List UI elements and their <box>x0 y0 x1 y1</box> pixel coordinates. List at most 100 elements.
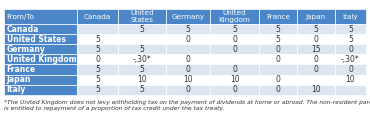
FancyBboxPatch shape <box>335 64 366 75</box>
FancyBboxPatch shape <box>297 54 335 64</box>
Text: 5: 5 <box>95 65 100 74</box>
Text: 10: 10 <box>230 75 239 84</box>
FancyBboxPatch shape <box>297 64 335 75</box>
FancyBboxPatch shape <box>4 54 77 64</box>
FancyBboxPatch shape <box>335 85 366 95</box>
Text: 0: 0 <box>232 85 237 94</box>
Text: Japan: Japan <box>7 75 31 84</box>
Text: 0: 0 <box>275 55 280 64</box>
FancyBboxPatch shape <box>297 34 335 44</box>
FancyBboxPatch shape <box>77 9 118 24</box>
FancyBboxPatch shape <box>335 24 366 34</box>
Text: 5: 5 <box>186 25 191 34</box>
FancyBboxPatch shape <box>118 54 166 64</box>
Text: 5: 5 <box>275 25 280 34</box>
FancyBboxPatch shape <box>4 34 77 44</box>
Text: 10: 10 <box>137 75 147 84</box>
Text: United
States: United States <box>130 10 154 23</box>
Text: 0: 0 <box>232 65 237 74</box>
Text: France: France <box>266 14 290 20</box>
Text: 5: 5 <box>95 35 100 44</box>
Text: 0: 0 <box>186 35 191 44</box>
Text: 5: 5 <box>139 65 144 74</box>
FancyBboxPatch shape <box>166 44 210 54</box>
Text: 0: 0 <box>186 65 191 74</box>
Text: 5: 5 <box>139 85 144 94</box>
Text: 0: 0 <box>348 65 353 74</box>
FancyBboxPatch shape <box>210 34 259 44</box>
Text: Italy: Italy <box>343 14 358 20</box>
FancyBboxPatch shape <box>210 24 259 34</box>
Text: -,30*: -,30* <box>132 55 151 64</box>
Text: 0: 0 <box>95 55 100 64</box>
Text: France: France <box>7 65 36 74</box>
FancyBboxPatch shape <box>210 85 259 95</box>
Text: United Kingdom: United Kingdom <box>7 55 76 64</box>
FancyBboxPatch shape <box>118 9 166 24</box>
FancyBboxPatch shape <box>166 75 210 85</box>
FancyBboxPatch shape <box>77 64 118 75</box>
FancyBboxPatch shape <box>118 64 166 75</box>
FancyBboxPatch shape <box>210 54 259 64</box>
Text: Japan: Japan <box>306 14 326 20</box>
Text: 5: 5 <box>348 25 353 34</box>
FancyBboxPatch shape <box>118 85 166 95</box>
Text: 0: 0 <box>275 85 280 94</box>
FancyBboxPatch shape <box>210 9 259 24</box>
FancyBboxPatch shape <box>118 44 166 54</box>
Text: United States: United States <box>7 35 65 44</box>
FancyBboxPatch shape <box>4 85 77 95</box>
FancyBboxPatch shape <box>166 34 210 44</box>
FancyBboxPatch shape <box>297 9 335 24</box>
FancyBboxPatch shape <box>259 44 297 54</box>
FancyBboxPatch shape <box>210 44 259 54</box>
Text: Canada: Canada <box>7 25 39 34</box>
FancyBboxPatch shape <box>4 64 77 75</box>
FancyBboxPatch shape <box>210 64 259 75</box>
FancyBboxPatch shape <box>4 75 77 85</box>
FancyBboxPatch shape <box>297 75 335 85</box>
Text: 5: 5 <box>95 85 100 94</box>
Text: 5: 5 <box>232 25 237 34</box>
FancyBboxPatch shape <box>77 75 118 85</box>
FancyBboxPatch shape <box>259 75 297 85</box>
FancyBboxPatch shape <box>77 24 118 34</box>
FancyBboxPatch shape <box>77 54 118 64</box>
FancyBboxPatch shape <box>166 54 210 64</box>
Text: 0: 0 <box>275 75 280 84</box>
Text: 0: 0 <box>348 45 353 54</box>
Text: 0: 0 <box>313 55 318 64</box>
Text: 5: 5 <box>139 25 144 34</box>
Text: 10: 10 <box>346 75 355 84</box>
FancyBboxPatch shape <box>118 75 166 85</box>
Text: 5: 5 <box>275 35 280 44</box>
Text: 0: 0 <box>313 35 318 44</box>
FancyBboxPatch shape <box>166 85 210 95</box>
FancyBboxPatch shape <box>118 24 166 34</box>
FancyBboxPatch shape <box>259 85 297 95</box>
FancyBboxPatch shape <box>259 54 297 64</box>
Text: Italy: Italy <box>7 85 26 94</box>
FancyBboxPatch shape <box>259 64 297 75</box>
Text: From/To: From/To <box>7 14 34 20</box>
Text: 0: 0 <box>186 85 191 94</box>
FancyBboxPatch shape <box>335 54 366 64</box>
FancyBboxPatch shape <box>166 9 210 24</box>
Text: Germany: Germany <box>172 14 205 20</box>
FancyBboxPatch shape <box>335 75 366 85</box>
Text: 10: 10 <box>311 85 320 94</box>
Text: 0: 0 <box>186 55 191 64</box>
FancyBboxPatch shape <box>335 34 366 44</box>
FancyBboxPatch shape <box>118 34 166 44</box>
Text: Germany: Germany <box>7 45 46 54</box>
FancyBboxPatch shape <box>297 44 335 54</box>
FancyBboxPatch shape <box>335 9 366 24</box>
Text: -,30*: -,30* <box>341 55 360 64</box>
FancyBboxPatch shape <box>335 44 366 54</box>
Text: 0: 0 <box>275 45 280 54</box>
Text: 10: 10 <box>184 75 193 84</box>
FancyBboxPatch shape <box>77 44 118 54</box>
FancyBboxPatch shape <box>297 85 335 95</box>
Text: United
Kingdom: United Kingdom <box>219 10 250 23</box>
FancyBboxPatch shape <box>210 75 259 85</box>
